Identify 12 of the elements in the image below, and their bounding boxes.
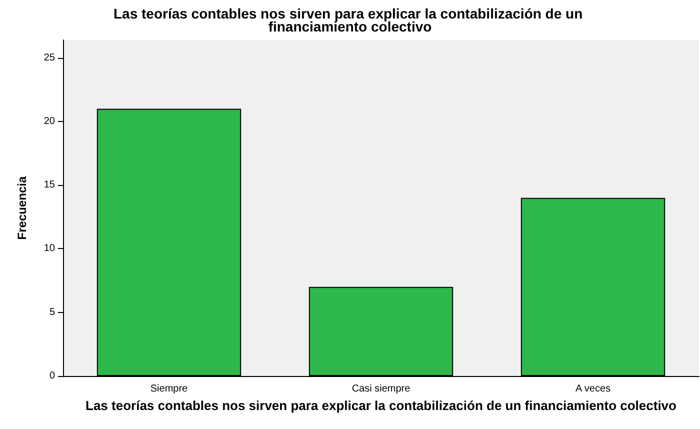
y-tick-label: 0 (49, 370, 56, 382)
y-tick-label: 20 (44, 116, 56, 127)
y-tick-label: 5 (49, 306, 56, 318)
x-axis-title: Las teorías contables nos sirven para explicar la contabilización de un financiamiento colectivo (86, 398, 677, 413)
x-tick-label: Siempre (150, 384, 188, 394)
x-tick-label: Casi siempre (352, 384, 411, 394)
y-tick-label: 10 (44, 243, 56, 254)
y-tick-label: 15 (44, 180, 56, 191)
chart-title: Las teorías contables nos sirven para explicar la contabilización de un financiamiento colectivo (113, 6, 587, 34)
x-tick-label: A veces (575, 384, 611, 394)
y-axis-title: Frecuencia (15, 176, 29, 240)
y-tick-label: 25 (44, 52, 56, 64)
